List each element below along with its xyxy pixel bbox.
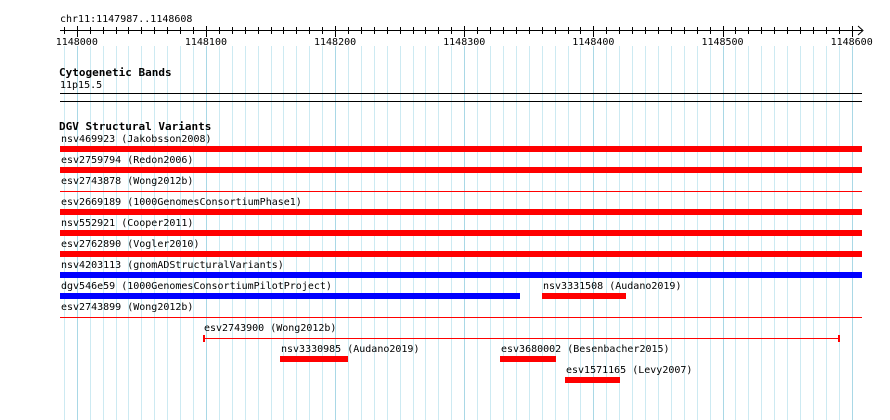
sv-feature-bar[interactable] [60, 191, 862, 192]
sv-feature-bar[interactable] [60, 251, 862, 257]
sv-feature-label[interactable]: esv2759794 (Redon2006) [61, 155, 194, 166]
sv-feature-bar[interactable] [565, 377, 620, 383]
sv-feature-label[interactable]: nsv4203113 (gnomADStructuralVariants) [61, 260, 284, 271]
sv-feature-label[interactable]: nsv3330985 (Audano2019) [281, 344, 420, 355]
sv-feature-bar[interactable] [60, 230, 862, 236]
cytoband-label[interactable]: 11p15.5 [60, 80, 103, 91]
position-label: chr11:1147987..1148608 [60, 14, 193, 25]
cytoband-track-title: Cytogenetic Bands [59, 66, 172, 79]
sv-feature-bar[interactable] [60, 272, 862, 278]
ruler-tick-label: 1148200 [314, 37, 356, 48]
sv-feature-bar[interactable] [500, 356, 556, 362]
sv-feature-label[interactable]: nsv552921 (Cooper2011) [61, 218, 194, 229]
sv-feature-bar[interactable] [60, 146, 862, 152]
sv-feature-label[interactable]: esv2743899 (Wong2012b) [61, 302, 194, 313]
sv-feature-bar[interactable] [60, 293, 520, 299]
ruler[interactable]: 1148000 1148100 1148200 1148300 1148400 11485… [0, 0, 890, 60]
sv-feature-label[interactable]: nsv3331508 (Audano2019) [543, 281, 682, 292]
sv-feature-label[interactable]: esv2743878 (Wong2012b) [61, 176, 194, 187]
ruler-tick-label: 1148300 [443, 37, 485, 48]
sv-feature-bar[interactable] [280, 356, 348, 362]
sv-feature-end-cap [203, 335, 205, 342]
ruler-tick-label: 1148400 [572, 37, 614, 48]
dgv-track-title: DGV Structural Variants [59, 120, 212, 133]
ruler-tick-label: 1148500 [701, 37, 743, 48]
sv-feature-bar[interactable] [60, 167, 862, 173]
sv-feature-label[interactable]: esv3680002 (Besenbacher2015) [501, 344, 670, 355]
sv-feature-label[interactable]: dgv546e59 (1000GenomesConsortiumPilotPro… [61, 281, 332, 292]
ruler-arrow-icon [857, 25, 864, 36]
ruler-tick-label: 1148600 [831, 37, 873, 48]
ruler-tick-label: 1148000 [56, 37, 98, 48]
sv-feature-label[interactable]: esv1571165 (Levy2007) [566, 365, 693, 376]
sv-feature-bar[interactable] [60, 209, 862, 215]
sv-feature-bar[interactable] [203, 338, 840, 339]
sv-feature-bar[interactable] [60, 317, 862, 318]
sv-feature-label[interactable]: nsv469923 (Jakobsson2008) [61, 134, 212, 145]
sv-feature-bar[interactable] [542, 293, 626, 299]
sv-feature-label[interactable]: esv2669189 (1000GenomesConsortiumPhase1) [61, 197, 302, 208]
sv-feature-label[interactable]: esv2743900 (Wong2012b) [204, 323, 337, 334]
sv-feature-end-cap [838, 335, 840, 342]
sv-feature-label[interactable]: esv2762890 (Vogler2010) [61, 239, 200, 250]
ruler-tick-label: 1148100 [185, 37, 227, 48]
